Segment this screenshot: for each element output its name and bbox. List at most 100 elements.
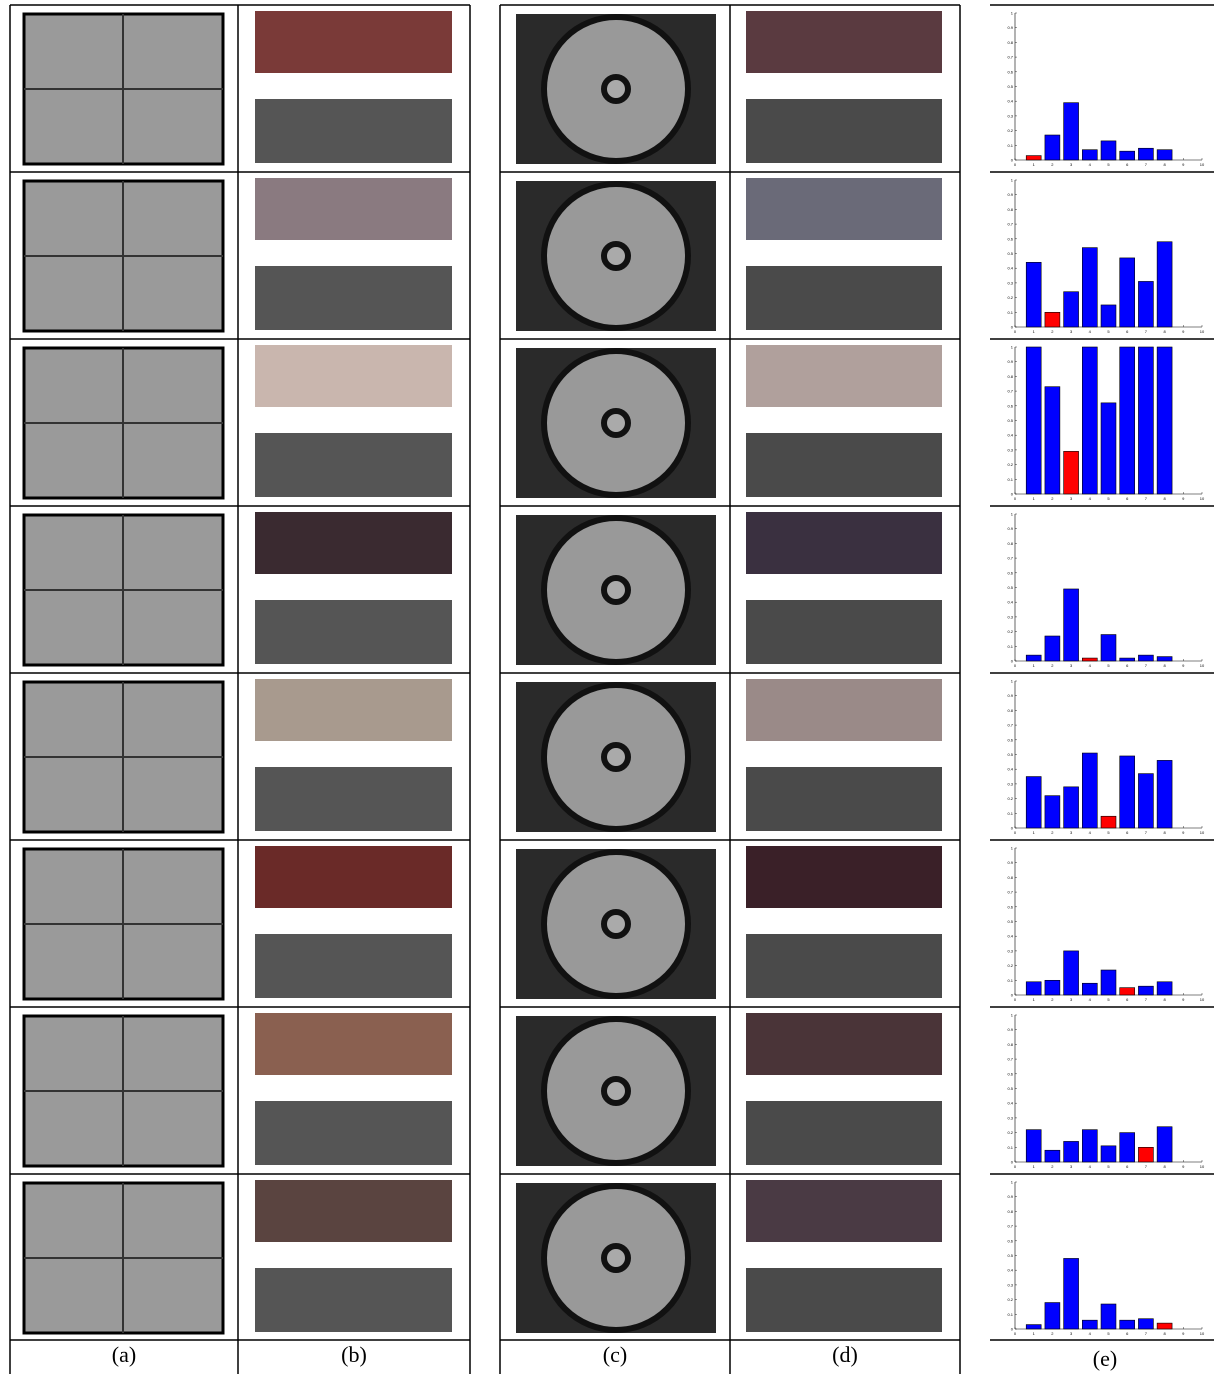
y-tick-label: 0.5 xyxy=(1007,752,1013,757)
y-tick-label: 0.1 xyxy=(1007,978,1013,983)
x-tick-label: 10 xyxy=(1200,329,1205,334)
color-patch xyxy=(255,679,452,741)
x-tick-label: 1 xyxy=(1033,329,1036,334)
x-tick-label: 4 xyxy=(1089,162,1092,167)
y-tick-label: 0.8 xyxy=(1007,875,1013,880)
y-tick-label: 0.6 xyxy=(1007,737,1013,742)
y-tick-label: 0.4 xyxy=(1007,600,1013,605)
y-tick-label: 0.3 xyxy=(1007,614,1013,619)
color-patch xyxy=(255,512,452,574)
x-tick-label: 9 xyxy=(1182,830,1185,835)
y-tick-label: 0.6 xyxy=(1007,904,1013,909)
bar xyxy=(1157,657,1172,661)
y-tick-label: 0.9 xyxy=(1007,1194,1013,1199)
fisheye-center xyxy=(604,912,628,936)
gray-patch xyxy=(255,433,452,497)
y-tick-label: 0.4 xyxy=(1007,1101,1013,1106)
x-tick-label: 7 xyxy=(1145,329,1148,334)
y-tick-label: 0.7 xyxy=(1007,890,1013,895)
x-tick-label: 4 xyxy=(1089,997,1092,1002)
bar xyxy=(1064,787,1079,828)
y-tick-label: 0.9 xyxy=(1007,1027,1013,1032)
y-tick-label: 0.8 xyxy=(1007,708,1013,713)
x-tick-label: 5 xyxy=(1107,663,1110,668)
gray-patch xyxy=(746,767,942,831)
x-tick-label: 1 xyxy=(1033,496,1036,501)
bar xyxy=(1045,1303,1060,1329)
y-tick-label: 0.3 xyxy=(1007,781,1013,786)
bar xyxy=(1157,982,1172,995)
y-tick-label: 0.4 xyxy=(1007,1268,1013,1273)
y-tick-label: 0.9 xyxy=(1007,526,1013,531)
bar xyxy=(1157,347,1172,494)
bar xyxy=(1138,655,1153,661)
fisheye-center xyxy=(604,411,628,435)
y-tick-label: 0.9 xyxy=(1007,693,1013,698)
x-tick-label: 2 xyxy=(1051,997,1054,1002)
color-patch xyxy=(255,11,452,73)
x-tick-label: 6 xyxy=(1126,1331,1129,1336)
x-tick-label: 8 xyxy=(1163,663,1166,668)
y-tick-label: 0.5 xyxy=(1007,418,1013,423)
x-tick-label: 0 xyxy=(1014,496,1017,501)
y-tick-label: 0.5 xyxy=(1007,1086,1013,1091)
bar xyxy=(1120,658,1135,661)
x-tick-label: 9 xyxy=(1182,1164,1185,1169)
y-tick-label: 0.3 xyxy=(1007,280,1013,285)
color-patch xyxy=(746,178,942,240)
y-tick-label: 1 xyxy=(1011,846,1014,851)
x-tick-label: 10 xyxy=(1200,1164,1205,1169)
bar xyxy=(1082,347,1097,494)
y-tick-label: 0.1 xyxy=(1007,1312,1013,1317)
bar xyxy=(1082,1130,1097,1162)
x-tick-label: 1 xyxy=(1033,997,1036,1002)
y-tick-label: 1 xyxy=(1011,512,1014,517)
x-tick-label: 3 xyxy=(1070,1331,1073,1336)
x-tick-label: 6 xyxy=(1126,663,1129,668)
y-tick-label: 0.7 xyxy=(1007,556,1013,561)
bar xyxy=(1045,636,1060,661)
column-label: (c) xyxy=(603,1342,627,1367)
y-tick-label: 0.5 xyxy=(1007,1253,1013,1258)
x-tick-label: 1 xyxy=(1033,830,1036,835)
y-tick-label: 0.4 xyxy=(1007,767,1013,772)
bar xyxy=(1157,150,1172,160)
bar xyxy=(1138,347,1153,494)
bar xyxy=(1101,1146,1116,1162)
gray-patch xyxy=(255,1101,452,1165)
y-tick-label: 0.5 xyxy=(1007,84,1013,89)
y-tick-label: 0.2 xyxy=(1007,1297,1013,1302)
x-tick-label: 2 xyxy=(1051,1164,1054,1169)
x-tick-label: 4 xyxy=(1089,1164,1092,1169)
y-tick-label: 0.3 xyxy=(1007,948,1013,953)
y-tick-label: 0.4 xyxy=(1007,433,1013,438)
x-tick-label: 4 xyxy=(1089,496,1092,501)
bar xyxy=(1138,986,1153,995)
x-tick-label: 7 xyxy=(1145,663,1148,668)
bar xyxy=(1082,248,1097,327)
x-tick-label: 4 xyxy=(1089,663,1092,668)
y-tick-label: 1 xyxy=(1011,345,1014,350)
x-tick-label: 5 xyxy=(1107,1164,1110,1169)
bar xyxy=(1101,816,1116,828)
y-tick-label: 0.9 xyxy=(1007,860,1013,865)
x-tick-label: 8 xyxy=(1163,162,1166,167)
x-tick-label: 5 xyxy=(1107,830,1110,835)
x-tick-label: 8 xyxy=(1163,830,1166,835)
x-tick-label: 0 xyxy=(1014,830,1017,835)
x-tick-label: 10 xyxy=(1200,997,1205,1002)
y-tick-label: 0.1 xyxy=(1007,811,1013,816)
x-tick-label: 0 xyxy=(1014,329,1017,334)
x-tick-label: 7 xyxy=(1145,997,1148,1002)
x-tick-label: 2 xyxy=(1051,1331,1054,1336)
y-tick-label: 0.6 xyxy=(1007,1238,1013,1243)
x-tick-label: 7 xyxy=(1145,162,1148,167)
x-tick-label: 3 xyxy=(1070,162,1073,167)
bar xyxy=(1101,970,1116,995)
gray-patch xyxy=(746,99,942,163)
y-tick-label: 0.2 xyxy=(1007,295,1013,300)
x-tick-label: 7 xyxy=(1145,1331,1148,1336)
x-tick-label: 9 xyxy=(1182,496,1185,501)
bar xyxy=(1064,1258,1079,1329)
y-tick-label: 0.8 xyxy=(1007,1209,1013,1214)
